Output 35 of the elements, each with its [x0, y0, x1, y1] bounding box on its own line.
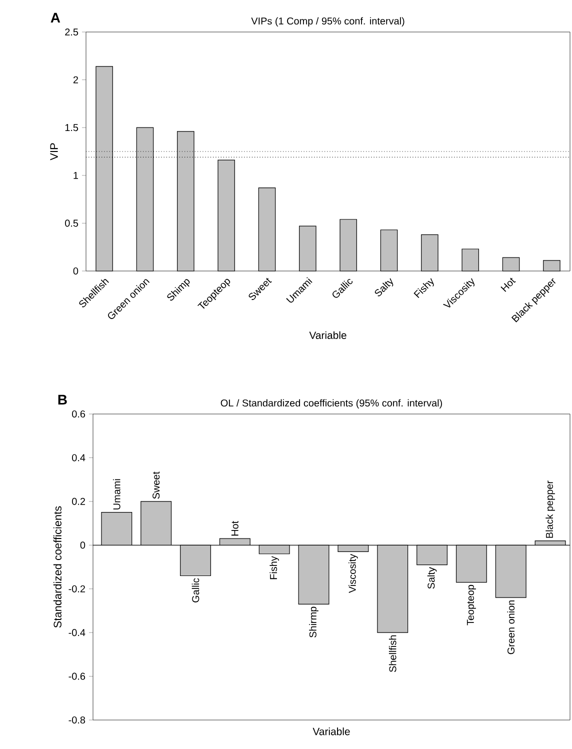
x-tick-label: Viscosity	[348, 554, 358, 593]
y-tick-label: 2.5	[65, 28, 78, 36]
chart-title: VIPs (1 Comp / 95% conf. interval)	[251, 17, 404, 26]
chart-title: OL / Standardized coefficients (95% conf. interval)	[220, 399, 442, 408]
y-tick-label: 0.2	[72, 498, 85, 505]
y-tick-label: 0	[80, 542, 86, 549]
x-tick-label: Umami	[112, 479, 120, 510]
text: A	[50, 12, 60, 22]
x-tick-label: Shirmp	[309, 606, 318, 638]
y-tick-label: -0.6	[68, 672, 86, 680]
y-tick-label: 0.6	[72, 410, 86, 418]
y-tick-label: -0.2	[68, 585, 85, 592]
x-tick-label: Fishy	[270, 556, 279, 580]
x-tick-label: Black pepper	[546, 480, 555, 538]
text: B	[58, 394, 67, 404]
x-axis-title: Variable	[309, 331, 346, 339]
y-axis-title: VIP	[50, 143, 58, 160]
y-axis-title: Standardized coefficients	[53, 506, 62, 628]
x-tick-label: Sweet	[152, 472, 160, 499]
x-axis-title: Variable	[312, 728, 350, 736]
x-tick-label: Hot	[231, 520, 238, 536]
y-tick-label: -0.8	[68, 716, 86, 724]
x-tick-label: Gallic	[192, 578, 200, 602]
x-tick-label: Salty	[427, 567, 437, 589]
y-tick-label: 2	[73, 76, 78, 84]
y-tick-label: -0.4	[68, 629, 86, 636]
y-tick-label: 0.5	[65, 220, 78, 227]
x-tick-label: Green onion	[507, 600, 515, 654]
y-tick-label: 0.4	[72, 454, 86, 462]
y-tick-label: 1	[74, 172, 78, 179]
x-tick-label: Shellfish	[388, 635, 396, 672]
y-tick-label: 1.5	[65, 124, 78, 132]
y-tick-label: 0	[73, 267, 78, 275]
x-tick-label: Hot	[500, 278, 516, 292]
x-tick-label: Teopteop	[466, 584, 476, 626]
